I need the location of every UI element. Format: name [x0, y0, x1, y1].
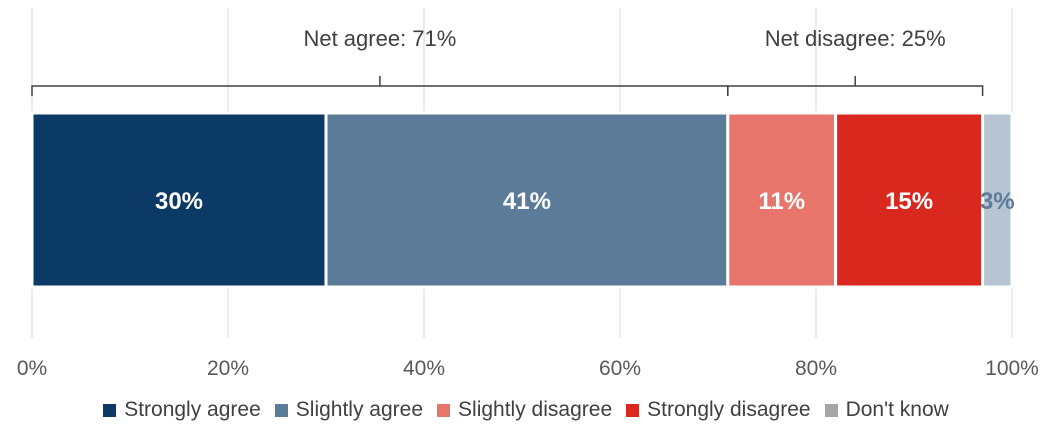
bar-segments: 30% 41% 11% 15% 3%: [30, 111, 1015, 289]
x-tick-label: 20%: [207, 357, 249, 380]
legend-swatch: [824, 403, 838, 417]
legend: Strongly agree Slightly agree Slightly d…: [0, 398, 1052, 422]
legend-swatch: [626, 403, 640, 417]
legend-label: Slightly disagree: [458, 398, 613, 421]
legend-item-strongly-agree: Strongly agree: [103, 398, 261, 422]
x-tick-label: 0%: [17, 357, 47, 380]
legend-label: Strongly disagree: [647, 398, 811, 421]
data-label: 11%: [758, 188, 805, 215]
x-tick-label: 40%: [403, 357, 445, 380]
net-bracket: [31, 76, 729, 96]
data-label: 41%: [503, 188, 551, 215]
legend-label: Slightly agree: [295, 398, 424, 421]
legend-item-slightly-disagree: Slightly disagree: [437, 398, 612, 422]
net-brackets: Net agree: 71% Net disagree: 25%: [31, 26, 984, 96]
legend-item-dont-know: Don't know: [824, 398, 949, 422]
data-label: 30%: [155, 188, 203, 215]
net-bracket: [727, 76, 984, 96]
legend-label: Don't know: [845, 398, 949, 421]
data-label: 3%: [980, 188, 1015, 215]
net-label: Net disagree: 25%: [765, 26, 946, 51]
x-tick-label: 100%: [985, 357, 1039, 380]
x-tick-label: 80%: [795, 357, 837, 380]
x-tick-label: 60%: [599, 357, 641, 380]
legend-swatch: [274, 403, 288, 417]
bar-segment: [30, 111, 328, 289]
legend-swatch: [103, 403, 117, 417]
x-axis-ticks: 0% 20% 40% 60% 80% 100%: [17, 357, 1039, 380]
legend-label: Strongly agree: [124, 398, 261, 421]
bar-segment: [834, 111, 985, 289]
legend-swatch: [437, 403, 451, 417]
legend-item-strongly-disagree: Strongly disagree: [626, 398, 811, 422]
legend-item-slightly-agree: Slightly agree: [274, 398, 424, 422]
bar-segment: [981, 111, 1014, 289]
net-label: Net agree: 71%: [303, 26, 456, 51]
data-label: 15%: [885, 188, 933, 215]
